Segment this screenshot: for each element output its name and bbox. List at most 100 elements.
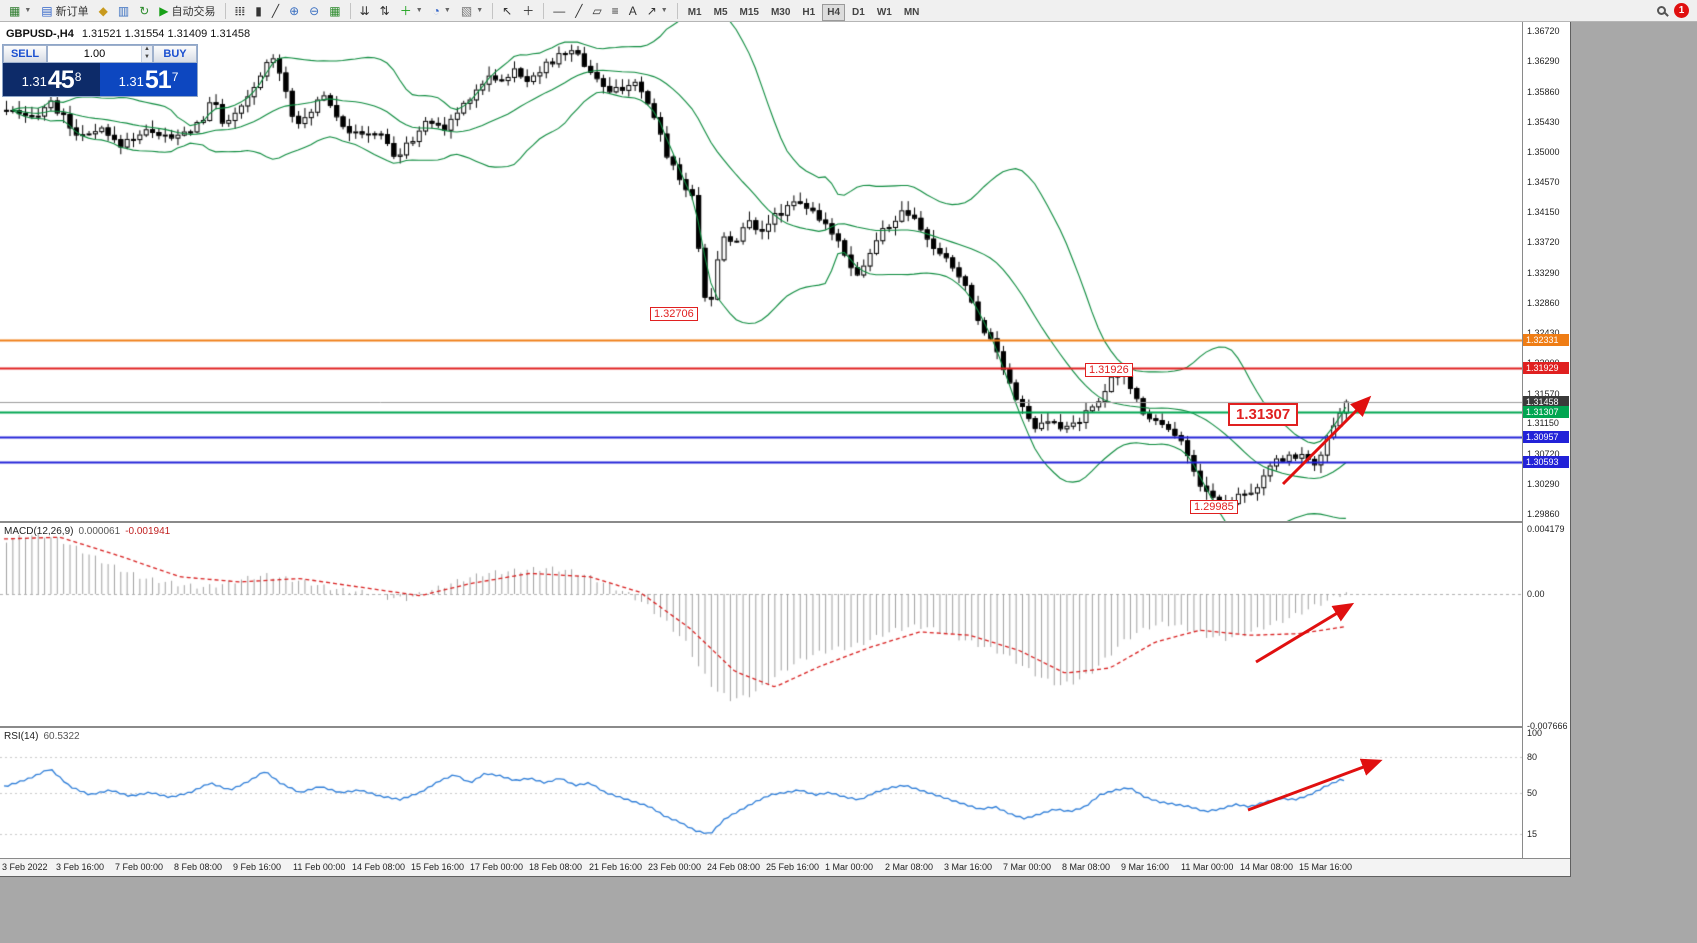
price-scale-label: 1.36720	[1527, 26, 1560, 36]
timeframe-group: M1 M5 M15 M30 H1 H4 D1 W1 MN	[682, 2, 926, 21]
indicator-add-icon: ＋	[399, 3, 412, 18]
price-annotation[interactable]: 1.32706	[650, 307, 698, 321]
candlestick-button[interactable]: ▮	[250, 1, 267, 20]
text-tool-icon: A	[628, 3, 637, 18]
volume-up-icon[interactable]: ▲	[142, 46, 152, 54]
macd-label: MACD(12,26,9) 0.000061 -0.001941	[4, 526, 170, 537]
zoom-in-button[interactable]: ⊕	[284, 1, 304, 20]
bar-chart-button[interactable]: 𝍖	[230, 1, 251, 20]
time-axis-label: 7 Feb 00:00	[115, 862, 164, 872]
fibonacci-tool-button[interactable]: ≡	[607, 1, 624, 20]
notification-badge[interactable]: 1	[1674, 3, 1689, 18]
buy-price[interactable]: 1.31 51 7	[100, 63, 197, 96]
time-axis-label: 9 Mar 16:00	[1121, 862, 1170, 872]
periods-button[interactable]: ◔ ▼	[428, 1, 456, 20]
track-icon: ⇅	[379, 3, 390, 18]
new-chart-button[interactable]: ▦ ▼	[4, 1, 36, 20]
time-axis-label: 14 Feb 08:00	[352, 862, 406, 872]
toolbar-separator	[224, 2, 226, 19]
chevron-down-icon: ▼	[660, 7, 668, 14]
rsi-scale-label: 50	[1527, 787, 1538, 798]
price-scale-label: 1.31150	[1527, 418, 1559, 429]
panel-divider[interactable]	[0, 726, 1570, 728]
data-window-icon: ▥	[117, 3, 130, 18]
time-axis-label: 15 Feb 16:00	[411, 862, 465, 872]
sell-button[interactable]: SELL	[3, 45, 47, 63]
price-scale-label: 1.36290	[1527, 56, 1560, 67]
arrange-icon: ⇊	[359, 3, 370, 18]
zoom-out-button[interactable]: ⊖	[304, 1, 324, 20]
track-chart-button[interactable]: ⇅	[375, 1, 395, 20]
time-axis-label: 11 Feb 00:00	[293, 862, 346, 872]
price-annotation[interactable]: 1.31307	[1228, 403, 1299, 426]
auto-arrange-button[interactable]: ⇊	[355, 1, 375, 20]
bar-chart-icon: 𝍖	[234, 3, 246, 18]
crosshair-icon: ＋	[522, 3, 535, 18]
rsi-scale-label: 100	[1527, 728, 1543, 738]
timeframe-h1[interactable]: H1	[802, 6, 816, 18]
time-axis-label: 25 Feb 16:00	[766, 862, 820, 872]
search-icon[interactable]	[1657, 6, 1666, 15]
tile-windows-button[interactable]: ▦	[324, 1, 345, 20]
new-order-button[interactable]: ▤ 新订单	[36, 1, 93, 20]
price-chart-canvas[interactable]	[0, 22, 1522, 521]
navigator-button[interactable]: ↻	[134, 1, 154, 20]
volume-input[interactable]	[48, 46, 141, 62]
price-scale-label: 1.31570	[1527, 388, 1560, 399]
time-axis-label: 3 Mar 16:00	[944, 862, 993, 872]
price-scale-label: 1.33720	[1527, 237, 1560, 248]
timeframe-m1[interactable]: M1	[687, 6, 702, 18]
line-chart-icon: ╱	[271, 3, 280, 18]
price-scale-label: 1.35000	[1527, 147, 1560, 158]
one-click-trading-panel: SELL ▲ ▼ BUY 1.31 45 8 1.31	[2, 44, 198, 97]
level-price-badge: 1.31929	[1523, 362, 1569, 375]
timeframe-h4[interactable]: H4	[822, 3, 846, 21]
macd-canvas[interactable]	[0, 523, 1522, 726]
indicators-button[interactable]: ＋ ▼	[395, 1, 428, 20]
timeframe-m5[interactable]: M5	[713, 6, 728, 18]
rsi-canvas[interactable]	[0, 728, 1522, 857]
autotrade-label: 自动交易	[171, 5, 216, 18]
panel-divider[interactable]	[0, 521, 1570, 523]
chevron-down-icon: ▼	[415, 7, 423, 14]
line-chart-button[interactable]: ╱	[267, 1, 284, 20]
volume-box: ▲ ▼	[47, 45, 153, 63]
autotrade-button[interactable]: ▶ 自动交易	[154, 1, 220, 20]
text-tool-button[interactable]: A	[624, 1, 642, 20]
timeframe-m15[interactable]: M15	[739, 6, 759, 18]
crosshair-button[interactable]: ＋	[517, 1, 539, 20]
price-annotation[interactable]: 1.29985	[1190, 500, 1238, 514]
arrows-tool-button[interactable]: ↗ ▼	[642, 1, 673, 20]
sell-price[interactable]: 1.31 45 8	[3, 63, 100, 96]
hline-tool-button[interactable]: —	[548, 1, 570, 20]
timeframe-w1[interactable]: W1	[876, 6, 892, 18]
chevron-down-icon: ▼	[443, 7, 451, 14]
templates-button[interactable]: ▧ ▼	[456, 1, 488, 20]
cursor-button[interactable]: ↖	[497, 1, 517, 20]
sell-price-big: 1.31	[21, 74, 47, 89]
new-order-icon: ▤	[41, 3, 53, 18]
buy-button[interactable]: BUY	[153, 45, 197, 63]
price-annotation[interactable]: 1.31926	[1085, 363, 1133, 377]
level-price-badge: 1.31307	[1523, 406, 1569, 419]
time-axis-label: 3 Feb 16:00	[56, 862, 105, 872]
data-window-button[interactable]: ▥	[113, 1, 134, 20]
time-axis-label: 23 Feb 00:00	[648, 862, 702, 872]
time-axis-label: 14 Mar 08:00	[1240, 862, 1294, 872]
rsi-value: 60.5322	[43, 731, 80, 742]
market-watch-button[interactable]: ◆	[94, 1, 113, 20]
current-price-badge: 1.31458	[1523, 395, 1569, 408]
trendline-tool-button[interactable]: ╱	[570, 1, 587, 20]
timeframe-mn[interactable]: MN	[903, 6, 920, 18]
time-axis[interactable]: 3 Feb 2022 3 Feb 16:00 7 Feb 00:00 8 Feb 08…	[0, 858, 1570, 876]
market-watch-icon: ◆	[98, 3, 108, 18]
volume-down-icon[interactable]: ▼	[142, 54, 152, 62]
cursor-icon: ↖	[502, 3, 513, 18]
macd-value-signal: -0.001941	[125, 526, 171, 537]
timeframe-d1[interactable]: D1	[852, 6, 865, 18]
price-scale[interactable]	[1523, 22, 1570, 876]
timeframe-m30[interactable]: M30	[770, 6, 791, 18]
channel-tool-button[interactable]: ▱	[587, 1, 606, 20]
workspace-background	[0, 878, 1572, 943]
template-icon: ▧	[460, 3, 473, 18]
